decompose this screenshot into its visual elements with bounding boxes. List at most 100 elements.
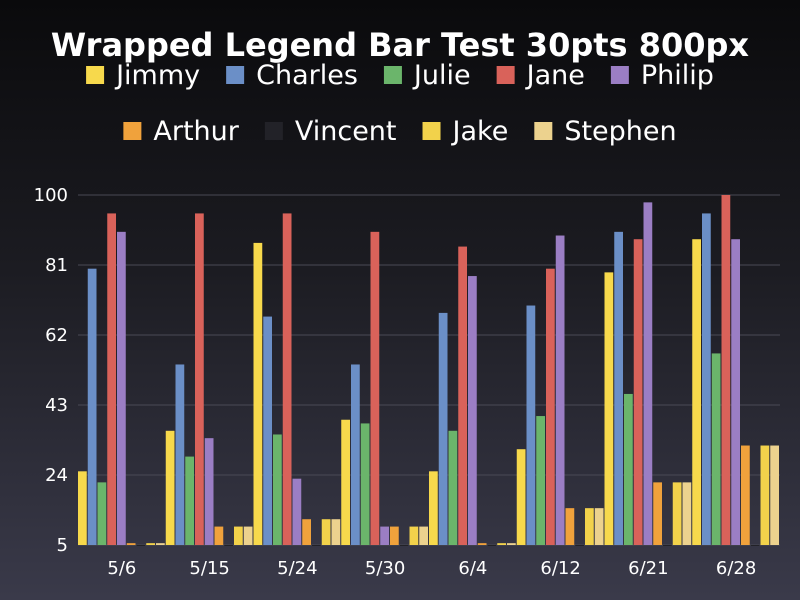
bar-philip-6-12 bbox=[555, 235, 565, 546]
bar-jake-6-28 bbox=[760, 445, 770, 545]
bar-stephen-6-12 bbox=[594, 508, 604, 545]
bar-vincent-6-28 bbox=[750, 545, 760, 546]
legend-swatch-julie bbox=[383, 66, 402, 84]
y-tick-label-81: 81 bbox=[45, 255, 68, 276]
bar-vincent-5-30 bbox=[399, 545, 409, 546]
bar-julie-6-12 bbox=[536, 416, 545, 545]
legend-label-stephen: Stephen bbox=[564, 116, 676, 147]
bar-jane-6-21 bbox=[633, 239, 643, 546]
bar-philip-5-30 bbox=[380, 526, 389, 545]
bar-jane-5-30 bbox=[370, 231, 380, 545]
chart-title: Wrapped Legend Bar Test 30pts 800px bbox=[51, 26, 750, 64]
bar-jimmy-5-24 bbox=[253, 242, 263, 546]
bar-julie-5-24 bbox=[273, 434, 282, 545]
bar-arthur-6-21 bbox=[653, 482, 662, 545]
y-tick-label-5: 5 bbox=[57, 535, 68, 556]
x-tick-label-6-4: 6/4 bbox=[458, 558, 487, 579]
bar-stephen-5-15 bbox=[243, 526, 253, 545]
bar-vincent-5-15 bbox=[224, 545, 233, 546]
bar-philip-6-4 bbox=[468, 276, 477, 545]
bar-jimmy-6-28 bbox=[692, 239, 701, 546]
bar-jane-5-15 bbox=[195, 213, 204, 545]
x-tick-label-5-6: 5/6 bbox=[107, 558, 136, 579]
legend-label-jake: Jake bbox=[451, 116, 509, 147]
bar-stephen-6-28 bbox=[770, 445, 779, 545]
bar-arthur-5-24 bbox=[302, 519, 311, 545]
bar-julie-5-6 bbox=[97, 482, 107, 545]
legend-swatch-charles bbox=[226, 66, 245, 84]
bar-arthur-5-15 bbox=[214, 526, 224, 545]
bar-julie-5-30 bbox=[360, 423, 370, 545]
y-tick-label-62: 62 bbox=[45, 325, 68, 346]
bar-arthur-6-4 bbox=[477, 543, 487, 545]
bar-jimmy-6-21 bbox=[604, 272, 614, 545]
legend-swatch-stephen bbox=[534, 122, 553, 140]
bar-vincent-6-4 bbox=[487, 545, 497, 546]
bar-stephen-6-21 bbox=[682, 482, 692, 545]
bar-vincent-6-21 bbox=[663, 545, 672, 546]
bar-jake-5-6 bbox=[146, 543, 155, 545]
bar-stephen-5-24 bbox=[331, 519, 341, 545]
x-tick-label-6-28: 6/28 bbox=[716, 558, 756, 579]
bar-philip-5-6 bbox=[117, 231, 126, 545]
bar-jane-6-28 bbox=[721, 195, 731, 545]
bar-jane-5-6 bbox=[107, 213, 116, 545]
bar-arthur-6-28 bbox=[741, 445, 750, 545]
legend: Jimmy Charles Julie Jane Philip Arthur Vincent… bbox=[86, 60, 714, 147]
legend-label-julie: Julie bbox=[412, 60, 471, 91]
x-tick-label-5-24: 5/24 bbox=[277, 558, 317, 579]
bar-jake-5-30 bbox=[409, 526, 419, 545]
x-axis-ticks: 5/6 5/15 5/24 5/30 6/4 6/12 6/21 6/28 bbox=[107, 558, 756, 579]
bar-charles-5-15 bbox=[175, 364, 185, 545]
x-tick-label-5-15: 5/15 bbox=[189, 558, 229, 579]
bar-arthur-5-30 bbox=[390, 526, 399, 545]
legend-swatch-jimmy bbox=[86, 66, 105, 84]
bar-jimmy-6-4 bbox=[429, 471, 438, 545]
y-tick-label-43: 43 bbox=[45, 395, 68, 416]
legend-swatch-vincent bbox=[264, 122, 283, 140]
bar-charles-5-24 bbox=[263, 316, 272, 545]
legend-swatch-philip bbox=[610, 66, 629, 84]
legend-label-arthur: Arthur bbox=[153, 116, 239, 147]
bar-philip-6-28 bbox=[731, 239, 740, 546]
bar-stephen-6-4 bbox=[507, 543, 516, 545]
bar-jimmy-6-12 bbox=[516, 449, 526, 545]
legend-label-charles: Charles bbox=[256, 60, 358, 91]
bars bbox=[78, 195, 779, 546]
bar-jane-6-4 bbox=[458, 246, 467, 545]
x-tick-label-6-12: 6/12 bbox=[540, 558, 580, 579]
bar-jake-6-4 bbox=[497, 543, 506, 545]
bar-jimmy-5-6 bbox=[78, 471, 87, 545]
bar-vincent-5-24 bbox=[312, 545, 321, 546]
legend-label-philip: Philip bbox=[641, 60, 714, 91]
bar-charles-6-28 bbox=[702, 213, 711, 545]
bar-philip-5-24 bbox=[292, 478, 302, 545]
bar-julie-6-21 bbox=[624, 393, 633, 545]
bar-philip-5-15 bbox=[204, 438, 214, 545]
legend-swatch-arthur bbox=[123, 122, 142, 140]
bar-charles-5-30 bbox=[351, 364, 360, 545]
bar-julie-5-15 bbox=[185, 456, 194, 545]
bar-julie-6-28 bbox=[711, 353, 721, 545]
bar-philip-6-21 bbox=[643, 202, 653, 546]
legend-label-jimmy: Jimmy bbox=[114, 60, 200, 91]
legend-label-jane: Jane bbox=[525, 60, 585, 91]
bar-jake-6-12 bbox=[585, 508, 594, 545]
bar-charles-6-21 bbox=[614, 231, 623, 545]
bar-charles-6-12 bbox=[526, 305, 536, 545]
bar-vincent-5-6 bbox=[136, 545, 146, 546]
bar-vincent-6-12 bbox=[575, 545, 584, 546]
bar-charles-6-4 bbox=[438, 312, 448, 545]
legend-swatch-jake bbox=[422, 122, 441, 140]
bar-stephen-5-6 bbox=[156, 543, 165, 545]
legend-label-vincent: Vincent bbox=[295, 116, 397, 147]
y-axis-ticks: 5 24 43 62 81 100 bbox=[34, 185, 68, 556]
bar-jake-5-15 bbox=[234, 526, 243, 545]
y-tick-label-100: 100 bbox=[34, 185, 68, 206]
x-tick-label-6-21: 6/21 bbox=[628, 558, 668, 579]
bar-jane-5-24 bbox=[282, 213, 292, 545]
legend-swatch-jane bbox=[496, 66, 515, 84]
bar-jane-6-12 bbox=[546, 268, 555, 545]
